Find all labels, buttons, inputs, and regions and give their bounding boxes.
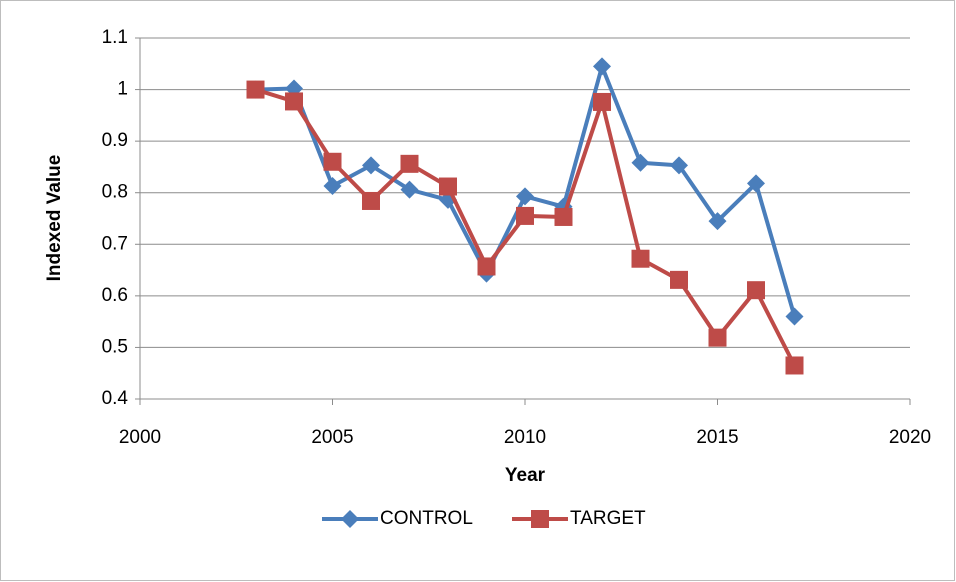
marker xyxy=(341,510,359,528)
marker xyxy=(400,154,419,173)
marker xyxy=(477,257,496,276)
marker xyxy=(593,92,611,111)
x-tick-label: 2005 xyxy=(311,427,353,448)
y-tick-label: 0.8 xyxy=(102,182,128,203)
marker xyxy=(285,92,303,111)
marker xyxy=(785,307,804,326)
marker xyxy=(246,80,265,99)
y-tick-label: 1.1 xyxy=(102,27,128,48)
marker xyxy=(747,174,765,193)
marker xyxy=(670,270,688,289)
y-axis-label: Indexed Value xyxy=(44,155,65,282)
y-tick-label: 0.7 xyxy=(102,233,128,254)
marker xyxy=(631,249,650,268)
marker xyxy=(670,156,688,175)
y-tick-label: 0.6 xyxy=(102,285,128,306)
marker xyxy=(439,177,457,196)
marker xyxy=(708,328,727,347)
x-axis-label: Year xyxy=(505,465,546,486)
marker xyxy=(554,207,573,226)
marker xyxy=(362,191,380,210)
y-tick-label: 0.9 xyxy=(102,130,128,151)
marker xyxy=(323,177,342,196)
legend-label: CONTROL xyxy=(380,508,473,529)
marker xyxy=(593,57,611,76)
legend-label: TARGET xyxy=(570,508,646,529)
marker xyxy=(708,212,727,231)
marker xyxy=(516,187,534,206)
marker xyxy=(631,153,650,172)
y-tick-label: 0.4 xyxy=(102,388,129,409)
marker xyxy=(362,156,380,175)
x-tick-label: 2000 xyxy=(119,427,161,448)
x-tick-label: 2020 xyxy=(889,427,931,448)
marker xyxy=(400,180,419,199)
marker xyxy=(785,356,804,375)
y-tick-label: 1 xyxy=(117,79,128,100)
x-tick-label: 2010 xyxy=(504,427,546,448)
y-tick-label: 0.5 xyxy=(102,336,128,357)
x-tick-label: 2015 xyxy=(696,427,738,448)
marker xyxy=(747,281,765,300)
marker xyxy=(516,206,534,225)
marker xyxy=(531,510,549,528)
marker xyxy=(323,152,342,171)
